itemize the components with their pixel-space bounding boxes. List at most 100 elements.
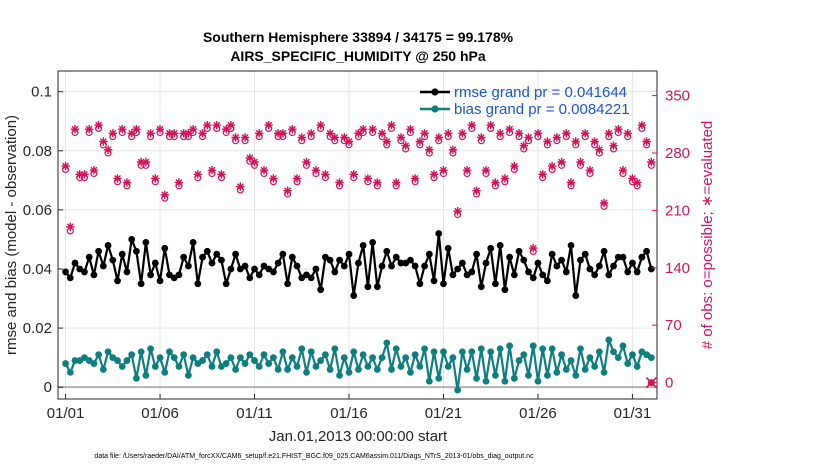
- bias-point-68: [383, 339, 391, 347]
- rmse-point-9: [104, 241, 112, 249]
- rmse-point-17: [142, 238, 150, 246]
- bias-point-114: [600, 369, 608, 376]
- bias-point-52: [307, 348, 315, 356]
- obs-evaluated-point-17: [141, 157, 151, 167]
- rmse-point-104: [553, 262, 561, 270]
- bias-point-37: [236, 354, 244, 362]
- rmse-point-53: [312, 265, 320, 273]
- bias-point-59: [340, 354, 348, 362]
- rmse-point-54: [317, 286, 325, 294]
- rmse-point-32: [213, 250, 221, 258]
- bias-point-54: [317, 357, 325, 364]
- bias-point-91: [492, 371, 499, 379]
- rmse-point-2: [71, 259, 79, 267]
- rmse-point-93: [501, 286, 509, 294]
- obs-evaluated-point-56: [325, 129, 335, 138]
- obs-evaluated-point-110: [581, 129, 590, 138]
- rmse-point-34: [222, 280, 230, 288]
- chart-subtitle: AIRS_SPECIFIC_HUMIDITY @ 250 hPa: [230, 48, 486, 64]
- bias-point-105: [558, 351, 565, 359]
- x-axis-ticks: 01/01 01/06 01/11 01/16 01/21 01/26 01/31: [47, 394, 651, 422]
- obs-evaluated-point-64: [363, 174, 373, 183]
- obs-evaluated-point-24: [174, 178, 184, 187]
- rmse-point-103: [548, 250, 556, 258]
- bias-point-74: [411, 351, 419, 359]
- bias-point-101: [539, 345, 547, 353]
- obs-evaluated-point-8: [99, 137, 108, 146]
- bias-point-84: [458, 348, 466, 356]
- rmse-point-70: [392, 253, 400, 261]
- obs-evaluated-point-109: [576, 157, 585, 167]
- bias-point-49: [293, 363, 301, 370]
- bias-point-100: [534, 377, 542, 385]
- bias-point-70: [392, 345, 400, 353]
- bias-point-46: [279, 348, 287, 356]
- rmse-point-36: [232, 250, 240, 258]
- bias-point-83: [454, 386, 462, 394]
- obs-evaluated-point-14: [127, 129, 136, 138]
- bias-point-0: [62, 360, 69, 367]
- obs-evaluated-point-58: [335, 178, 344, 187]
- obs-evaluated-point-63: [359, 125, 368, 134]
- obs-evaluated-point-57: [330, 133, 339, 142]
- obs-evaluated-point-116: [609, 141, 618, 150]
- bias-point-31: [208, 363, 216, 370]
- bias-point-7: [95, 351, 103, 359]
- bias-point-108: [572, 371, 580, 379]
- bias-point-18: [147, 345, 154, 353]
- x-tick-label-6: 01/31: [614, 405, 652, 422]
- bias-point-26: [184, 371, 192, 379]
- plot-area: [58, 71, 657, 399]
- obs-evaluated-point-20: [155, 125, 165, 134]
- series-rmse: [62, 230, 655, 299]
- rmse-point-99: [529, 274, 537, 282]
- obs-evaluated-point-117: [614, 125, 623, 134]
- bias-point-81: [444, 363, 452, 370]
- rmse-point-102: [544, 277, 551, 285]
- obs-evaluated-point-90: [486, 120, 495, 130]
- bias-point-43: [265, 360, 273, 367]
- bias-point-115: [605, 336, 613, 344]
- obs-evaluated-point-104: [552, 133, 562, 142]
- rmse-point-101: [539, 271, 547, 279]
- obs-evaluated-point-43: [264, 120, 273, 130]
- bias-point-110: [581, 366, 589, 373]
- rmse-point-75: [416, 280, 424, 288]
- rmse-point-110: [581, 250, 589, 258]
- bias-point-75: [416, 363, 424, 370]
- obs-evaluated-point-50: [297, 133, 306, 142]
- obs-evaluated-point-5: [85, 125, 94, 134]
- rmse-point-87: [473, 250, 480, 258]
- obs-evaluated-point-0: [61, 161, 70, 171]
- obs-evaluated-point-112: [590, 137, 599, 146]
- bias-point-67: [378, 354, 386, 362]
- rmse-point-80: [440, 280, 447, 288]
- bias-point-25: [180, 351, 188, 359]
- obs-evaluated-point-44: [269, 174, 278, 183]
- bias-point-103: [548, 345, 556, 353]
- obs-evaluated-point-69: [387, 120, 396, 130]
- x-tick-label-3: 01/16: [330, 405, 368, 422]
- obs-evaluated-point-84: [458, 129, 467, 138]
- bias-point-40: [251, 357, 258, 364]
- obs-evaluated-point-46: [278, 129, 288, 138]
- obs-evaluated-point-82: [448, 145, 458, 154]
- x-tick-label-5: 01/26: [519, 405, 557, 422]
- obs-evaluated-point-111: [585, 166, 595, 175]
- rmse-point-95: [510, 271, 518, 279]
- obs-evaluated-point-93: [500, 174, 510, 183]
- axes-frame: [57, 70, 658, 400]
- rmse-point-89: [482, 259, 490, 267]
- bias-point-113: [595, 348, 603, 356]
- rmse-point-108: [572, 292, 580, 299]
- obs-evaluated-point-49: [292, 174, 302, 183]
- rmse-point-1: [66, 274, 74, 282]
- obs-evaluated-point-48: [288, 125, 297, 134]
- obs-evaluated-point-80: [439, 166, 448, 175]
- obs-evaluated-point-108: [571, 137, 580, 146]
- bias-point-77: [425, 377, 433, 385]
- rmse-point-30: [203, 247, 211, 255]
- obs-evaluated-point-122: [637, 120, 647, 130]
- bias-point-15: [133, 374, 140, 382]
- rmse-point-65: [369, 238, 377, 246]
